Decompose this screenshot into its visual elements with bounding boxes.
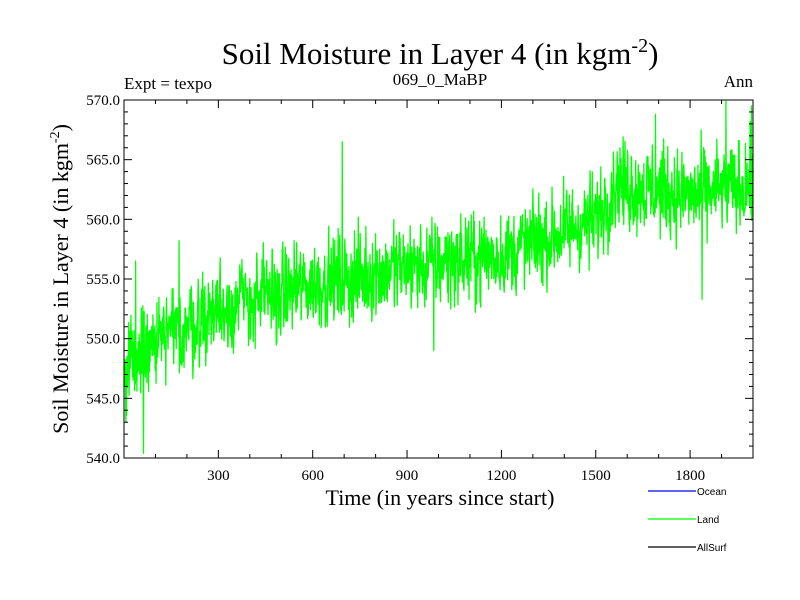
legend-label-ocean: Ocean [697,487,726,498]
legend-label-allsurf: AllSurf [697,543,727,554]
subtitle-center: 069_0_MaBP [393,70,487,89]
legend-label-land: Land [697,515,719,526]
y-axis-label-superscript: -2 [48,131,63,143]
x-tick-label: 1200 [486,468,516,484]
y-axis: 540.0 545.0 550.0 555.0 560.0 565.0 570.0 [86,93,753,467]
subtitle-left: Expt = texpo [124,74,212,93]
series-line-land [123,100,754,454]
y-axis-label-text: Soil Moisture in Layer 4 (in kgm [48,143,73,434]
x-axis-label: Time (in years since start) [326,485,555,510]
x-tick-label: 1800 [675,468,705,484]
y-tick-label: 545.0 [86,391,120,407]
y-tick-label: 550.0 [86,332,120,348]
x-tick-label: 300 [207,468,230,484]
x-axis: 300 600 900 1200 1500 1800 [154,100,723,484]
x-tick-label: 1500 [581,468,611,484]
y-axis-label-end: ) [48,124,73,131]
y-tick-label: 560.0 [86,212,120,228]
plot-area [123,100,754,454]
x-tick-label: 600 [301,468,324,484]
y-tick-label: 565.0 [86,153,120,169]
y-tick-label: 555.0 [86,272,120,288]
legend: Ocean Land AllSurf [648,487,727,554]
chart-title-end: ) [648,36,658,71]
y-axis-label: Soil Moisture in Layer 4 (in kgm-2) [48,124,73,434]
chart-title-superscript: -2 [631,35,648,57]
subtitle-right: Ann [724,72,754,91]
x-tick-label: 900 [396,468,419,484]
y-tick-label: 540.0 [86,451,120,467]
y-tick-label: 570.0 [86,93,120,109]
chart-title: Soil Moisture in Layer 4 (in kgm-2) [222,35,659,71]
